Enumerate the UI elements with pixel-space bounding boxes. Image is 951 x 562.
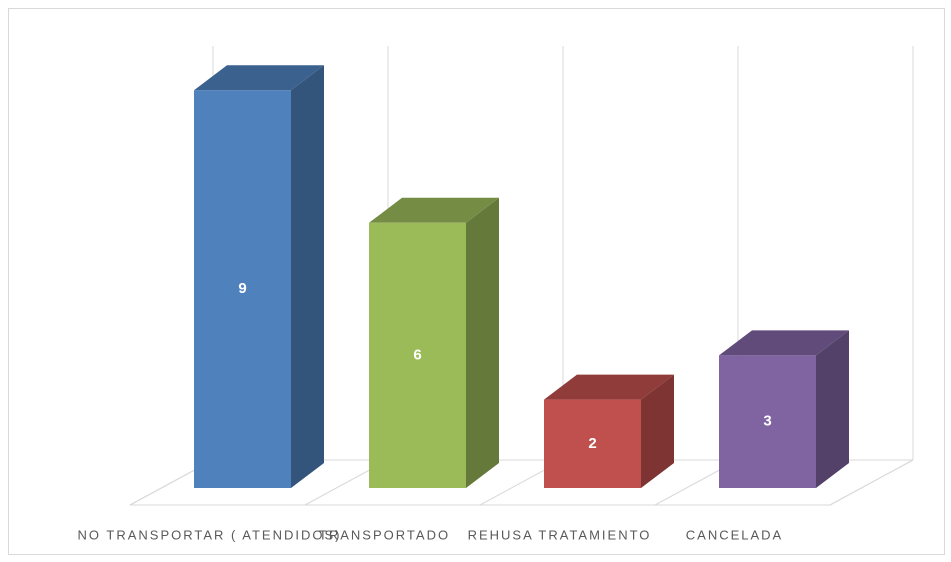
bar-side [466,197,499,489]
bar [369,222,466,489]
x-tick-label: TRANSPORTADO [319,527,450,542]
bar [194,90,291,488]
bar-side [816,330,849,488]
bar-side [641,374,674,488]
bar-side [291,65,324,488]
bar-top [544,374,674,400]
x-tick-label: REHUSA TRATAMIENTO [468,527,652,542]
x-tick-label: NO TRANSPORTAR ( ATENDIDOS) [78,527,342,542]
bar [544,399,641,488]
data-label: 3 [763,413,771,430]
bar-top [719,330,849,356]
data-label: 6 [413,346,421,363]
floor-divider [829,459,914,506]
bar [719,355,816,488]
bar-top [194,65,324,91]
x-tick-label: CANCELADA [686,527,783,542]
data-label: 2 [588,435,596,452]
bar-top [369,197,499,223]
data-label: 9 [238,280,246,297]
